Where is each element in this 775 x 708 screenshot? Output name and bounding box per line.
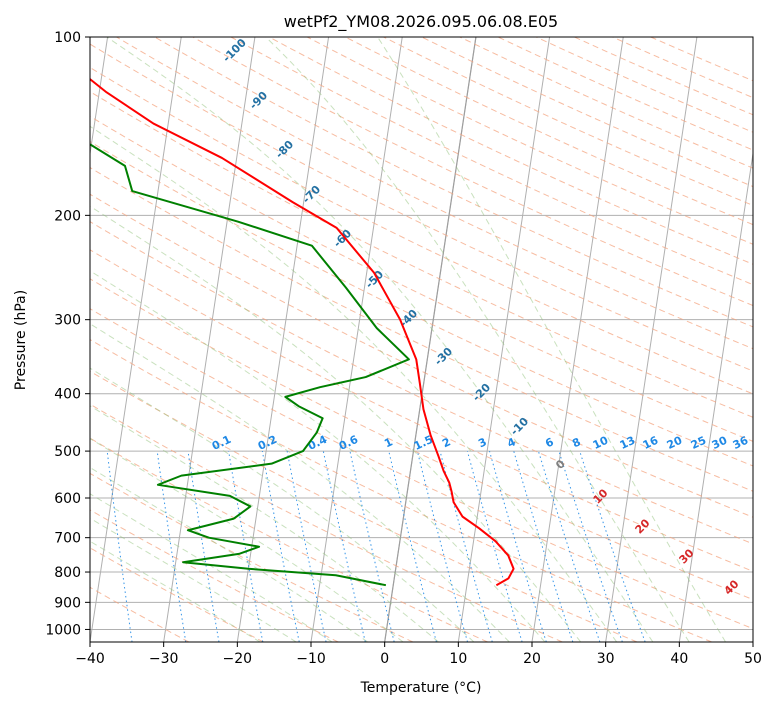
mixing-ratio-label: 25 [689,434,708,452]
mixing-ratio-line [156,451,187,642]
dry-adiabat [154,37,753,328]
x-tick-label: −30 [149,651,179,667]
dry-adiabat [90,547,264,642]
y-tick-label: 400 [54,387,81,403]
mixing-ratio-label: 20 [665,434,685,452]
x-tick-label: 50 [744,651,762,667]
y-tick-label: 300 [54,313,81,329]
dry-adiabat [90,308,753,630]
dry-adiabat [90,141,753,467]
moist-adiabat [90,125,618,642]
plot-area [90,37,753,642]
temperature-trace [90,77,515,587]
x-tick-label: 10 [449,651,467,667]
x-tick-label: −10 [296,651,326,667]
x-tick-label: −20 [223,651,253,667]
mixing-ratio-line [106,451,133,642]
x-tick-label: 20 [523,651,541,667]
isotherm-gridline [310,37,403,642]
dry-adiabat [90,249,753,572]
y-tick-label: 100 [54,30,81,46]
y-tick-label: 900 [54,595,81,611]
moist-adiabat [106,37,654,642]
mixing-ratio-line [187,451,220,642]
isotherm-gridline [236,37,330,642]
moist-adiabat [90,540,261,642]
x-axis-label: Temperature (°C) [360,680,482,696]
mixing-ratio-label: 36 [731,434,751,452]
isotherm-gridline [163,37,256,642]
moist-adiabat [265,37,690,642]
y-tick-label: 800 [54,565,81,581]
mixing-ratio-label: 13 [618,434,637,452]
y-tick-label: 600 [54,491,81,507]
isotherm-gridline [678,150,753,642]
axes: −40 −30 −20 −10 0 10 20 30 40 50 100 200 300 400 500 60… [45,30,762,667]
y-tick-label: 500 [54,444,81,460]
moist-adiabat [90,323,510,642]
x-tick-label: 0 [380,651,389,667]
dewpoint-trace [90,143,410,587]
moist-adiabat [90,405,439,642]
moist-adiabat [90,270,546,642]
sounding-traces [90,77,515,587]
dry-adiabat [90,403,563,642]
moist-adiabat [90,367,475,642]
mixing-ratio-line [537,450,601,642]
moist-adiabat [90,205,582,642]
moist-adiabat [90,517,297,642]
freezing-isotherm [384,37,477,642]
background-lines [90,37,753,642]
y-tick-label: 200 [54,208,81,224]
dry-adiabat [90,43,753,372]
dry-adiabat [90,509,339,642]
moist-adiabat [90,466,368,642]
mixing-ratio-line [261,451,300,642]
mixing-ratio-label: 10 [591,434,611,452]
dry-adiabat [192,37,753,307]
mixing-ratio-line [228,451,264,642]
mixing-ratio-line [489,450,547,642]
y-tick-label: 700 [54,531,81,547]
y-tick-label: 1000 [45,622,81,638]
dry-adiabat [90,193,753,518]
isotherm-gridline [90,37,182,642]
dry-adiabat [90,115,753,442]
isotherm-gridline [457,37,551,642]
dry-adiabat [90,278,753,601]
dry-adiabat [90,221,753,545]
moist-adiabat [90,437,404,642]
dry-adiabat [90,166,753,492]
mixing-ratio-label: 16 [641,434,661,452]
mixing-ratio-line [416,450,468,642]
y-axis-label: Pressure (hPa) [13,290,29,390]
mixing-ratio-line [513,450,574,642]
isotherm-gridline [605,37,698,642]
x-tick-label: −40 [75,651,105,667]
x-tick-label: 40 [670,651,688,667]
isotherm-gridline [752,638,753,642]
x-tick-label: 30 [597,651,615,667]
chart-title: wetPf2_YM08.2026.095.06.08.E05 [284,12,558,32]
isotherm-gridline [531,37,624,642]
mixing-ratio-line [466,450,523,642]
dry-adiabat [90,370,638,642]
plot-frame [89,36,754,643]
moist-adiabat [377,37,726,642]
dry-adiabat [90,66,753,395]
isotherm-gridline [90,37,109,157]
mixing-ratio-label: 30 [710,434,730,452]
